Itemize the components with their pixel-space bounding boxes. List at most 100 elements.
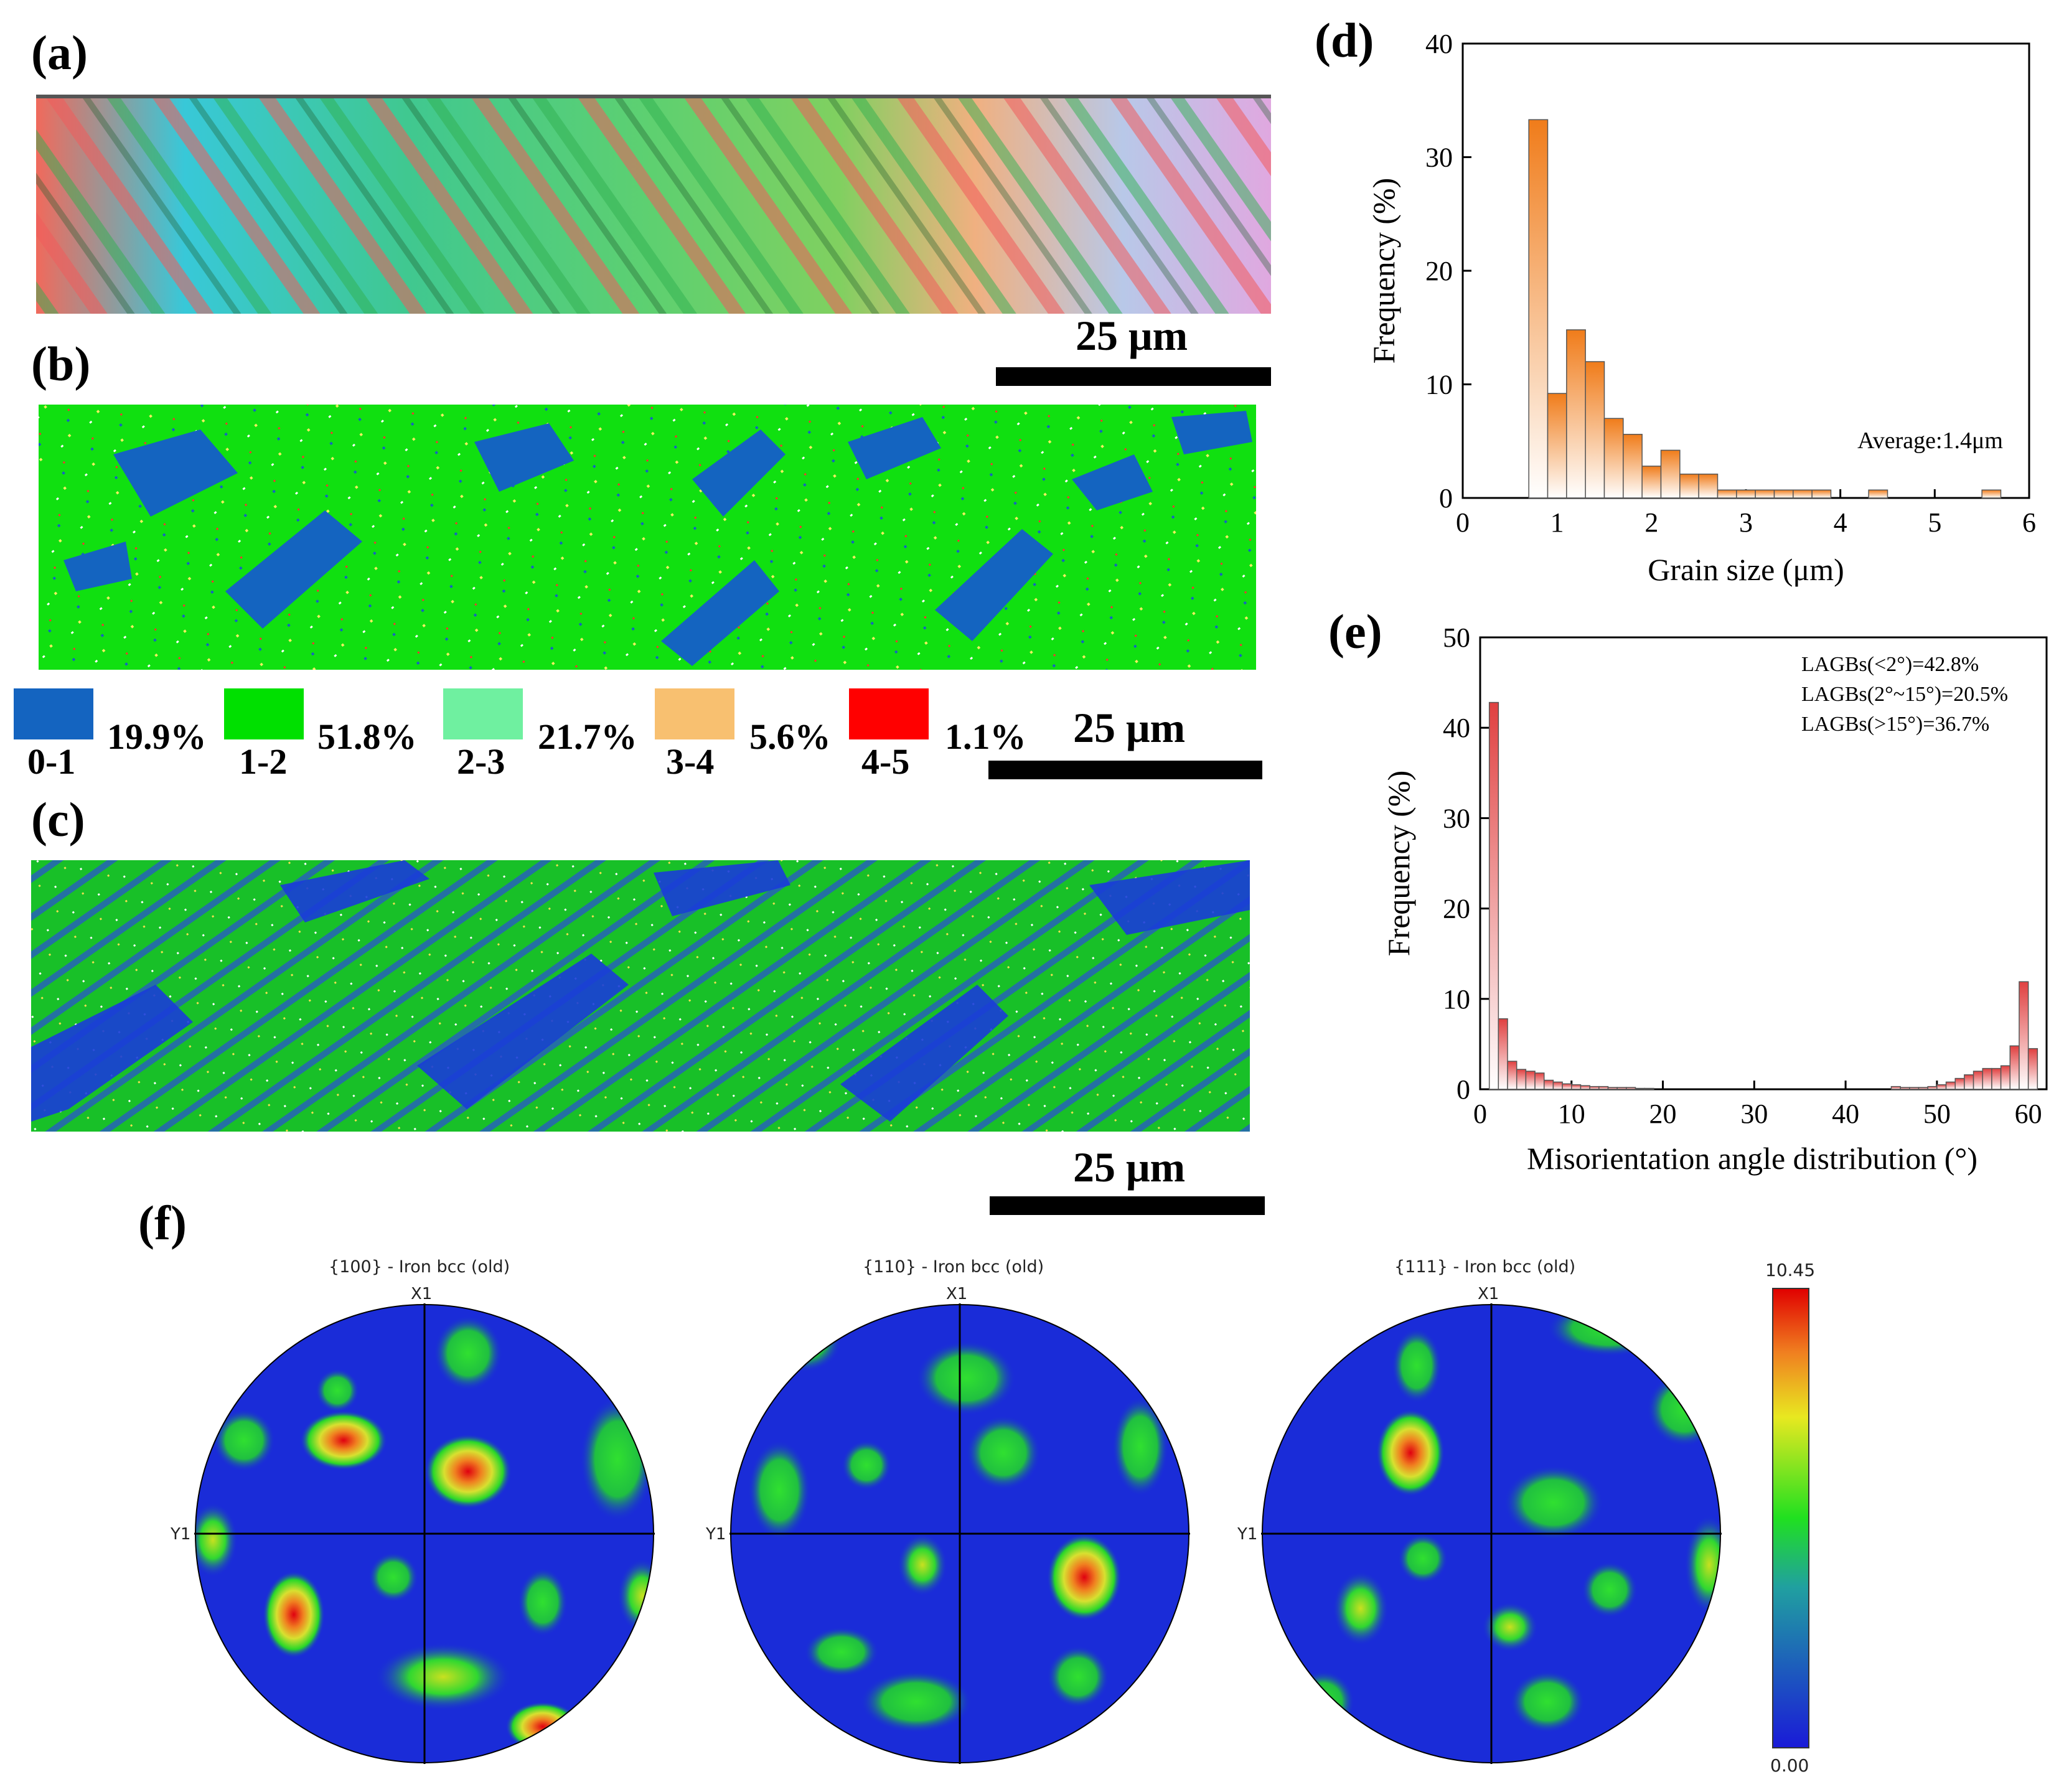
histogram-bar [1603, 418, 1624, 499]
legend-swatch-0-1 [14, 688, 93, 739]
pole-figure-111-x-label: X1 [1478, 1285, 1499, 1303]
histogram-bar [2000, 1065, 2011, 1090]
histogram-bar [1945, 1081, 1956, 1090]
histogram-bar [2027, 1048, 2038, 1090]
histogram-bar [1516, 1069, 1527, 1090]
panel-e-label: (e) [1328, 604, 1382, 659]
legend-range-3-4: 3-4 [666, 741, 715, 782]
histogram-bar [1900, 1087, 1910, 1090]
histogram-bar [1773, 489, 1794, 499]
y-tick-label: 40 [1443, 713, 1470, 743]
scale-bar-a [996, 367, 1271, 386]
colorbar [1772, 1288, 1809, 1748]
scale-label-c: 25 μm [1073, 1143, 1186, 1191]
histogram-bar [1528, 119, 1549, 499]
panel-b-label: (b) [31, 337, 91, 391]
y-tick-label: 30 [1443, 803, 1470, 833]
histogram-bar [1562, 1083, 1572, 1090]
annotation-lagbs-2: LAGBs(2°~15°)=20.5% [1801, 683, 2008, 706]
ipf-map [36, 95, 1271, 314]
y-tick-label: 20 [1443, 894, 1470, 924]
x-tick-label: 50 [1923, 1099, 1951, 1129]
legend-percent-3-4: 5.6% [749, 716, 831, 757]
pole-figure-100-y-label: Y1 [171, 1525, 191, 1544]
histogram-bar [1811, 489, 1832, 499]
histogram-bar [1543, 1079, 1554, 1090]
pole-figure-110-x-label: X1 [946, 1285, 968, 1303]
histogram-bar [1552, 1081, 1563, 1090]
annotation-average: Average:1.4μm [1857, 428, 2003, 454]
y-tick-label: 20 [1425, 256, 1453, 286]
histogram-bar [1507, 1061, 1518, 1090]
legend-percent-0-1: 19.9% [107, 716, 207, 757]
histogram-bar [1679, 473, 1699, 499]
scale-bar-c [990, 1196, 1265, 1215]
legend-swatch-4-5 [849, 688, 929, 739]
x-axis-label-e: Misorientation angle distribution (°) [1527, 1141, 1977, 1176]
histogram-bar [1973, 1071, 1984, 1090]
x-tick-label: 30 [1740, 1099, 1768, 1129]
y-tick-label: 0 [1457, 1074, 1470, 1105]
histogram-bar [1991, 1067, 2002, 1090]
histogram-bar [1626, 1087, 1636, 1090]
histogram-bar [1607, 1087, 1618, 1090]
y-tick-label: 50 [1443, 622, 1470, 653]
kam-map-continuous [31, 860, 1250, 1132]
y-tick-label: 30 [1425, 143, 1453, 173]
pole-figure-110-y-label: Y1 [706, 1525, 726, 1544]
x-tick-label: 10 [1558, 1099, 1585, 1129]
histogram-bar [1488, 701, 1499, 1090]
legend-percent-1-2: 51.8% [317, 716, 417, 757]
legend-swatch-1-2 [224, 688, 304, 739]
pole-figure-110 [729, 1303, 1190, 1764]
scale-label-a: 25 μm [1076, 312, 1188, 359]
pole-figure-100 [194, 1303, 655, 1764]
x-tick-label: 0 [1456, 507, 1470, 538]
scale-label-b: 25 μm [1073, 704, 1186, 751]
panel-f-label: (f) [138, 1196, 187, 1250]
x-tick-label: 60 [2015, 1099, 2042, 1129]
histogram-bar [1755, 489, 1775, 499]
histogram-bar [1982, 1067, 1992, 1090]
colorbar-min-label: 0.00 [1770, 1755, 1809, 1776]
histogram-bar [1598, 1086, 1609, 1090]
histogram-bar [1936, 1084, 1947, 1090]
pole-figure-100-title: {100} - Iron bcc (old) [329, 1257, 510, 1277]
histogram-bar [1571, 1084, 1582, 1090]
y-tick-label: 10 [1425, 370, 1453, 400]
histogram-bar [1623, 434, 1643, 499]
histogram-bar [1616, 1087, 1627, 1090]
legend-percent-4-5: 1.1% [945, 716, 1026, 757]
histogram-bar [1717, 489, 1737, 499]
x-tick-label: 1 [1550, 507, 1564, 538]
histogram-bar [1585, 361, 1605, 499]
y-axis-label-d: Frequency (%) [1366, 178, 1401, 364]
legend-range-0-1: 0-1 [27, 741, 76, 782]
x-tick-label: 40 [1832, 1099, 1859, 1129]
panel-a-label: (a) [31, 26, 88, 80]
x-tick-label: 4 [1834, 507, 1847, 538]
histogram-bar [1736, 489, 1756, 499]
panel-d-label: (d) [1315, 13, 1374, 67]
x-tick-label: 2 [1644, 507, 1658, 538]
x-tick-label: 0 [1473, 1099, 1487, 1129]
x-tick-label: 5 [1928, 507, 1941, 538]
kam-map-discrete [39, 405, 1256, 670]
pole-figure-111-y-label: Y1 [1237, 1525, 1258, 1544]
pole-figure-100-x-label: X1 [411, 1285, 433, 1303]
histogram-bar [1793, 489, 1813, 499]
annotation-lagbs-1: LAGBs(<2°)=42.8% [1801, 653, 1979, 676]
legend-range-4-5: 4-5 [861, 741, 910, 782]
y-tick-label: 10 [1443, 984, 1470, 1015]
grain-size-histogram: 0 1 2 3 4 5 6 0 10 20 30 40 Average:1.4μm Grain si… [1366, 29, 2036, 587]
histogram-bar [1534, 1072, 1545, 1090]
histogram-bar [1589, 1086, 1600, 1090]
pole-figure-110-title: {110} - Iron bcc (old) [863, 1257, 1044, 1277]
plot-frame-e [1479, 636, 2048, 1091]
x-axis-label-d: Grain size (μm) [1648, 552, 1844, 587]
x-tick-label: 20 [1649, 1099, 1677, 1129]
y-tick-label: 0 [1439, 483, 1453, 514]
histogram-bar [1964, 1074, 1974, 1090]
histogram-bar [1698, 473, 1719, 499]
histogram-bar [1868, 489, 1888, 499]
